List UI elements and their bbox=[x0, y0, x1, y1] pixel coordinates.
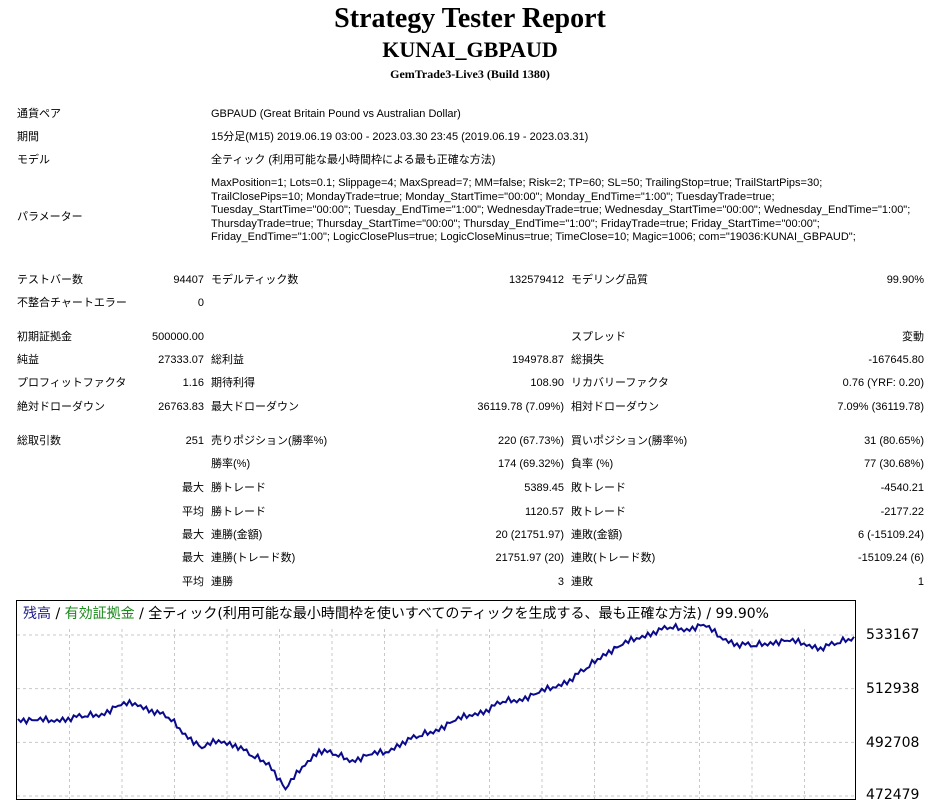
gross-profit-value: 194978.87 bbox=[512, 354, 564, 366]
loss-rate-value: 77 (30.68%) bbox=[864, 458, 924, 470]
avg-loss-value: -2177.22 bbox=[880, 506, 924, 518]
payoff-label: 期待利得 bbox=[211, 377, 255, 389]
chart-title-balance: 残高 bbox=[23, 606, 51, 622]
largest-loss-label: 敗トレード bbox=[571, 482, 626, 494]
symbol-label: 通貨ペア bbox=[17, 108, 61, 120]
max-cons-win-value: 20 (21751.97) bbox=[495, 529, 565, 541]
abs-dd-value: 26763.83 bbox=[158, 401, 204, 413]
y-tick-label: 533167 bbox=[866, 627, 920, 643]
ticks-value: 132579412 bbox=[508, 274, 564, 286]
avg-cons-loss-value: 1 bbox=[917, 576, 924, 588]
rf-value: 0.76 (YRF: 0.20) bbox=[842, 377, 924, 389]
quality-value: 99.90% bbox=[886, 274, 924, 286]
period-label: 期間 bbox=[17, 131, 39, 143]
bars-label: テストバー数 bbox=[17, 274, 83, 286]
net-value: 27333.07 bbox=[158, 354, 204, 366]
pf-value: 1.16 bbox=[182, 377, 204, 389]
avg-win-label: 勝トレード bbox=[211, 506, 266, 518]
y-tick-label: 492708 bbox=[866, 735, 920, 751]
max-cons-loss-amt-value: -15109.24 (6) bbox=[857, 552, 924, 564]
balance-chart-svg bbox=[17, 622, 855, 799]
mismatch-value: 0 bbox=[197, 297, 204, 309]
avg-loss-label: 敗トレード bbox=[571, 506, 626, 518]
max-cons-win-amt-value: 21751.97 (20) bbox=[495, 552, 565, 564]
average-word: 平均 bbox=[182, 506, 204, 518]
avg-win-value: 1120.57 bbox=[525, 506, 564, 518]
trades-value: 251 bbox=[185, 435, 204, 447]
mismatch-label: 不整合チャートエラー bbox=[17, 297, 127, 309]
gross-profit-label: 総利益 bbox=[211, 354, 244, 366]
chart-title-equity: 有効証拠金 bbox=[64, 606, 135, 622]
y-tick-label: 512938 bbox=[866, 681, 920, 697]
max-cons-win-amt-label: 連勝(トレード数) bbox=[211, 552, 296, 564]
max-cons-amt-word: 最大 bbox=[182, 552, 204, 564]
max-cons-loss-value: 6 (-15109.24) bbox=[857, 529, 924, 541]
model-value: 全ティック (利用可能な最小時間枠による最も正確な方法) bbox=[211, 154, 496, 166]
deposit-value: 500000.00 bbox=[152, 331, 204, 343]
max-cons-loss-amt-label: 連敗(トレード数) bbox=[571, 552, 656, 564]
rel-dd-label: 相対ドローダウン bbox=[571, 401, 659, 413]
short-value: 220 (67.73%) bbox=[497, 435, 564, 447]
max-cons-word: 最大 bbox=[182, 529, 204, 541]
payoff-value: 108.90 bbox=[530, 377, 564, 389]
chart-title-sep: / bbox=[51, 606, 65, 622]
max-dd-label: 最大ドローダウン bbox=[211, 401, 299, 413]
y-tick-label: 472479 bbox=[866, 787, 920, 803]
spread-label: スプレッド bbox=[571, 331, 626, 343]
ticks-label: モデルティック数 bbox=[211, 274, 299, 286]
symbol-value: GBPAUD (Great Britain Pound vs Australia… bbox=[211, 108, 461, 120]
report-title: Strategy Tester Report bbox=[334, 3, 606, 34]
win-rate-value: 174 (69.32%) bbox=[497, 458, 564, 470]
rel-dd-value: 7.09% (36119.78) bbox=[837, 401, 924, 413]
win-rate-label: 勝率(%) bbox=[211, 458, 251, 470]
gross-loss-value: -167645.80 bbox=[868, 354, 924, 366]
loss-rate-label: 負率 (%) bbox=[571, 458, 614, 470]
pf-label: プロフィットファクタ bbox=[17, 377, 127, 389]
spread-value: 変動 bbox=[902, 331, 924, 343]
rf-label: リカバリーファクタ bbox=[571, 377, 669, 389]
max-cons-loss-label: 連敗(金額) bbox=[571, 529, 623, 541]
largest-win-label: 勝トレード bbox=[211, 482, 266, 494]
params-value: MaxPosition=1; Lots=0.1; Slippage=4; Max… bbox=[211, 177, 911, 243]
chart-title-rest: / 全ティック(利用可能な最小時間枠を使いすべてのティックを生成する、最も正確な… bbox=[134, 606, 769, 622]
largest-win-value: 5389.45 bbox=[524, 482, 564, 494]
avg-cons-win-label: 連勝 bbox=[211, 576, 233, 588]
ea-name: KUNAI_GBPAUD bbox=[382, 37, 558, 62]
model-label: モデル bbox=[17, 154, 50, 166]
balance-chart: 残高 / 有効証拠金 / 全ティック(利用可能な最小時間枠を使いすべてのティック… bbox=[16, 600, 856, 800]
bars-value: 94407 bbox=[173, 274, 204, 286]
long-value: 31 (80.65%) bbox=[864, 435, 924, 447]
params-label: パラメーター bbox=[17, 211, 83, 223]
largest-loss-value: -4540.21 bbox=[880, 482, 924, 494]
gross-loss-label: 総損失 bbox=[571, 354, 604, 366]
short-label: 売りポジション(勝率%) bbox=[211, 435, 328, 447]
period-value: 15分足(M15) 2019.06.19 03:00 - 2023.03.30 … bbox=[211, 131, 589, 143]
avg-cons-loss-label: 連敗 bbox=[571, 576, 593, 588]
quality-label: モデリング品質 bbox=[571, 274, 648, 286]
avg-cons-word: 平均 bbox=[182, 576, 204, 588]
largest-word: 最大 bbox=[182, 482, 204, 494]
deposit-label: 初期証拠金 bbox=[17, 331, 72, 343]
server-build: GemTrade3-Live3 (Build 1380) bbox=[390, 67, 550, 81]
max-dd-value: 36119.78 (7.09%) bbox=[477, 401, 564, 413]
net-label: 純益 bbox=[17, 354, 39, 366]
avg-cons-win-value: 3 bbox=[557, 576, 564, 588]
abs-dd-label: 絶対ドローダウン bbox=[17, 401, 105, 413]
balance-series-line bbox=[17, 622, 855, 792]
max-cons-win-label: 連勝(金額) bbox=[211, 529, 263, 541]
chart-title: 残高 / 有効証拠金 / 全ティック(利用可能な最小時間枠を使いすべてのティック… bbox=[23, 605, 769, 623]
trades-label: 総取引数 bbox=[17, 435, 61, 447]
long-label: 買いポジション(勝率%) bbox=[571, 435, 688, 447]
